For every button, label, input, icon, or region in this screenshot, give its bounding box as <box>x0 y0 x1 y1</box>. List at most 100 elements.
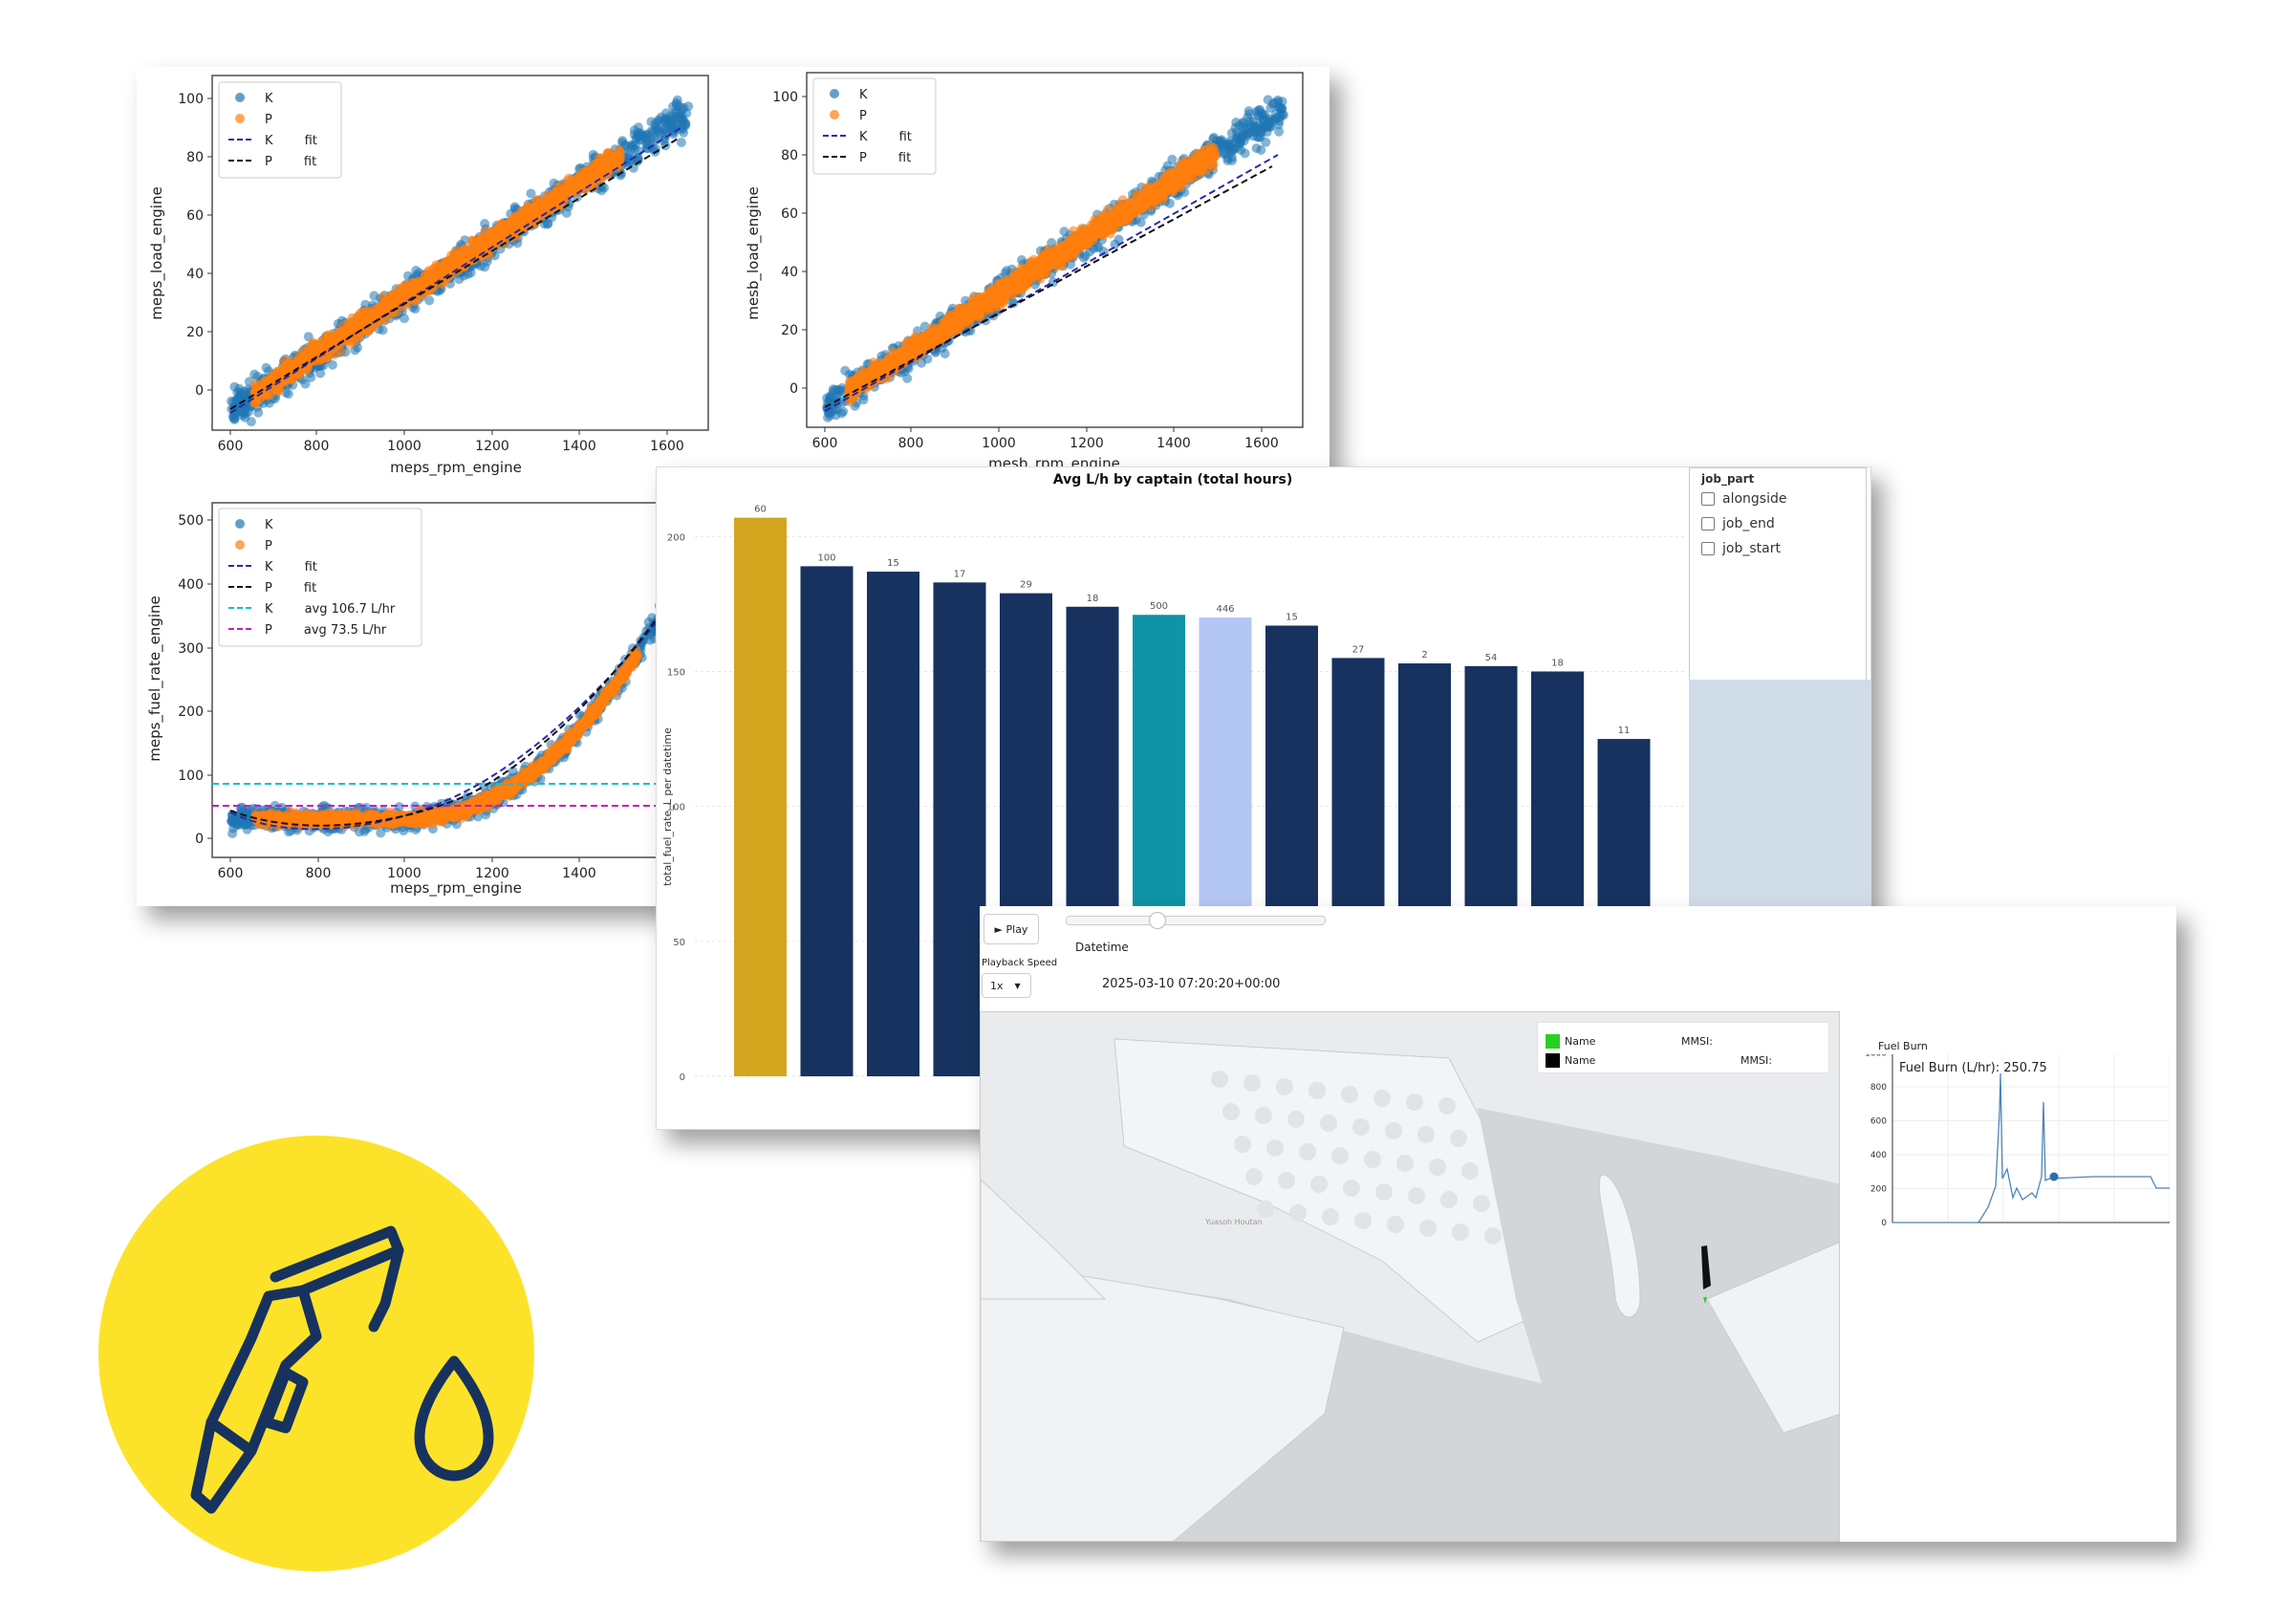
scatter-point-p <box>291 358 301 369</box>
scatter-point-p <box>1164 178 1175 188</box>
scatter-point-p <box>283 357 293 368</box>
scatter-point-k <box>660 114 670 124</box>
scatter-point-p <box>465 249 475 260</box>
scatter-point-k <box>1235 138 1245 148</box>
y-tick-label: 20 <box>186 325 204 340</box>
y-axis-label: mesb_load_engine <box>745 186 763 319</box>
scatter-point-p <box>973 292 984 303</box>
x-tick-label: 600 <box>218 439 244 454</box>
scatter-point-p <box>260 388 270 399</box>
y-tick-label: 60 <box>186 208 204 224</box>
scatter-point-p <box>616 151 625 162</box>
scatter-point-k <box>1274 126 1285 137</box>
y-tick-label: 100 <box>178 92 204 107</box>
scatter-point-p <box>356 327 366 337</box>
scatter-point-p <box>533 205 544 215</box>
scatter-point-p <box>1008 276 1019 287</box>
x-tick-label: 1200 <box>475 439 509 454</box>
scatter-point-p <box>940 328 950 338</box>
scatter-point-k <box>315 368 326 379</box>
scatter-point-p <box>558 187 569 198</box>
scatter-point-p <box>1189 157 1200 167</box>
scatter-point-k <box>526 188 536 199</box>
scatter-point-k <box>677 115 687 125</box>
scatter-point-k <box>629 129 639 140</box>
scatter-point-p <box>981 298 991 308</box>
scatter-point-p <box>516 218 527 228</box>
scatter-point-p <box>965 314 976 324</box>
scatter-point-k <box>617 136 628 146</box>
scatter-point-k <box>940 349 950 358</box>
scatter-point-k <box>1269 97 1280 108</box>
scatter-point-p <box>549 190 559 201</box>
scatter-point-p <box>590 159 600 169</box>
scatter-point-k <box>1244 117 1255 127</box>
scatter-point-k <box>823 412 832 422</box>
y-tick-label: 100 <box>772 90 798 105</box>
scatter-point-p <box>1109 213 1119 224</box>
scatter-point-p <box>577 182 588 192</box>
y-axis-label: meps_load_engine <box>148 186 166 319</box>
scatter-point-p <box>1126 202 1136 212</box>
scatter-point-k <box>378 325 388 336</box>
scatter-point-p <box>844 380 854 390</box>
scatter-point-p <box>1138 188 1149 199</box>
scatter-point-k <box>246 417 256 427</box>
legend-label: K fit <box>859 130 912 144</box>
scatter-point-p <box>602 148 613 159</box>
y-tick-label: 80 <box>186 150 204 165</box>
scatter-point-p <box>480 238 490 249</box>
scatter-point-p <box>1090 224 1100 234</box>
scatter-point-k <box>253 407 264 418</box>
scatter-point-k <box>669 111 680 121</box>
scatter-point-p <box>1097 210 1108 221</box>
scatter-point-p <box>333 331 343 341</box>
scatter-point-k <box>509 202 520 212</box>
x-tick-label: 800 <box>898 436 924 451</box>
scatter-point-k <box>424 295 435 306</box>
scatter-point-p <box>308 337 318 348</box>
scatter-point-p <box>1204 149 1215 160</box>
scatter-point-k <box>1216 136 1225 146</box>
scatter-point-p <box>473 249 483 259</box>
scatter-point-k <box>1226 143 1237 154</box>
scatter-point-p <box>319 342 330 353</box>
scatter-point-p <box>1080 240 1091 250</box>
scatter-point-k <box>1226 128 1237 139</box>
legend-label: P <box>859 109 867 123</box>
scatter-point-k <box>645 133 656 143</box>
scatter-point-p <box>346 319 357 330</box>
scatter-point-k <box>1279 110 1288 120</box>
legend-label: P fit <box>265 155 316 169</box>
scatter-point-k <box>668 101 679 112</box>
legend-label: K <box>265 92 273 106</box>
scatter-point-p <box>1135 204 1146 214</box>
y-tick-label: 0 <box>789 381 798 397</box>
scatter-point-p <box>1040 249 1050 260</box>
scatter-point-p <box>523 202 533 212</box>
scatter-point-p <box>994 278 1005 289</box>
scatter-point-k <box>1265 121 1276 132</box>
scatter-point-k <box>1259 113 1269 123</box>
x-tick-label: 1200 <box>1070 436 1104 451</box>
y-tick-label: 0 <box>195 383 204 399</box>
x-tick-label: 1600 <box>1244 436 1279 451</box>
scatter-point-p <box>941 315 952 326</box>
scatter-point-p <box>274 385 284 396</box>
scatter-point-p <box>591 170 601 181</box>
scatter-point-k <box>261 362 271 373</box>
scatter-point-k <box>411 266 422 275</box>
x-tick-label: 1000 <box>982 436 1016 451</box>
scatter-point-p <box>380 302 391 313</box>
scatter-point-k <box>1241 128 1250 139</box>
scatter-point-p <box>1002 288 1012 298</box>
scatter-point-k <box>561 207 572 218</box>
scatter-point-k <box>1059 227 1070 237</box>
scatter-point-p <box>1018 275 1027 286</box>
scatter-point-k <box>630 141 640 150</box>
scatter-point-p <box>1032 264 1043 274</box>
scatter-point-k <box>919 321 930 332</box>
scatter-point-p <box>488 234 499 245</box>
